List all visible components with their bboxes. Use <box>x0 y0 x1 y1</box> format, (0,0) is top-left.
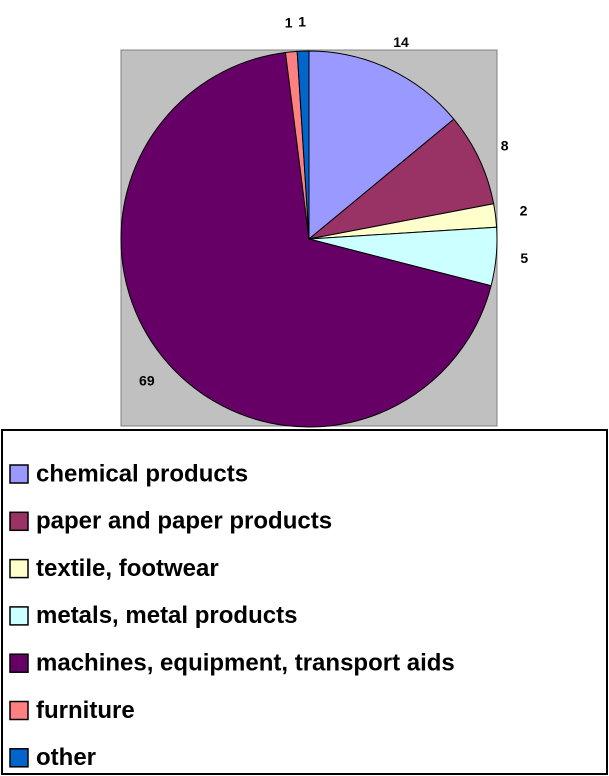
legend-box <box>1 429 608 775</box>
legend-swatch <box>9 700 29 721</box>
data-label: 8 <box>501 138 509 154</box>
pie-slice <box>308 50 455 241</box>
data-label: 2 <box>520 203 528 219</box>
legend-swatch <box>9 748 29 768</box>
legend-swatch <box>9 511 29 532</box>
data-label: 14 <box>393 34 409 50</box>
legend-label: other <box>36 744 96 771</box>
legend-swatch <box>9 558 29 579</box>
legend-label: chemical products <box>36 460 248 487</box>
pie-slice <box>296 50 310 240</box>
legend-swatch <box>9 464 29 484</box>
legend-label: textile, footwear <box>36 555 219 582</box>
data-label: 1 <box>298 14 306 30</box>
legend-label: furniture <box>36 697 135 724</box>
pie-slice <box>308 118 495 240</box>
legend-swatch <box>9 653 29 673</box>
data-label: 69 <box>139 373 155 389</box>
legend-label: metals, metal products <box>36 602 297 629</box>
legend-label: paper and paper products <box>36 508 332 535</box>
pie-slice <box>120 51 492 428</box>
data-label: 1 <box>285 14 293 30</box>
legend-label: machines, equipment, transport aids <box>36 650 455 677</box>
legend-swatch <box>9 606 29 626</box>
data-label: 5 <box>520 250 528 266</box>
